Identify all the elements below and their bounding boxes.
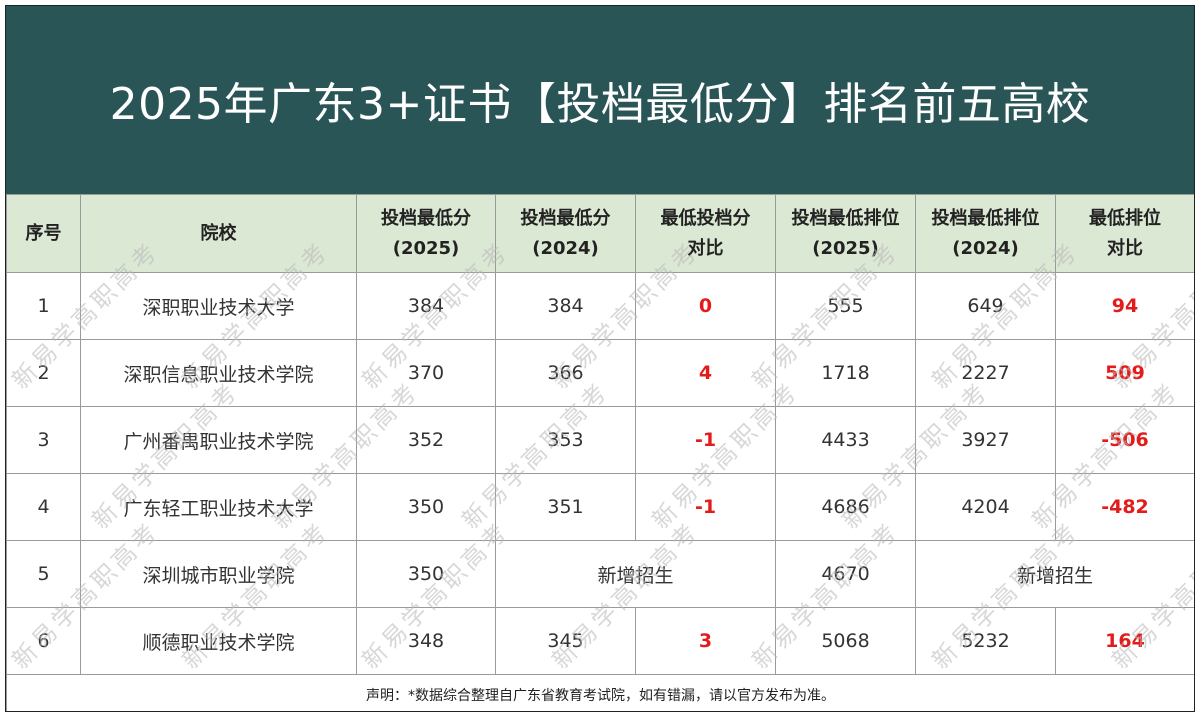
cell-rank-2024: 3927: [915, 406, 1056, 474]
page-title: 2025年广东3+证书【投档最低分】排名前五高校: [109, 79, 1091, 130]
cell-score-2024: 384: [495, 272, 636, 340]
cell-score-diff: 4: [635, 339, 776, 407]
cell-score-2025: 350: [356, 473, 496, 541]
cell-score-diff: 0: [635, 272, 776, 340]
cell-score-2024: 345: [495, 607, 636, 675]
cell-no: 6: [6, 607, 81, 675]
cell-no: 1: [6, 272, 81, 340]
cell-no: 5: [6, 540, 81, 608]
cell-rank-2025: 5068: [775, 607, 916, 675]
table-row: 3 广州番禺职业技术学院 352 353 -1 4433 3927 -506: [6, 406, 1194, 474]
table-row: 5 深圳城市职业学院 350 新增招生 4670 新增招生: [6, 540, 1194, 608]
cell-score-2025: 350: [356, 540, 496, 608]
cell-rank-2024: 2227: [915, 339, 1056, 407]
table-row: 6 顺德职业技术学院 348 345 3 5068 5232 164: [6, 607, 1194, 675]
table-row: 2 深职信息职业技术学院 370 366 4 1718 2227 509: [6, 339, 1194, 407]
cell-new-enrollment-rank: 新增招生: [915, 540, 1194, 608]
header-school: 院校: [80, 194, 357, 273]
title-banner: 2025年广东3+证书【投档最低分】排名前五高校: [6, 6, 1194, 194]
header-no: 序号: [6, 194, 81, 273]
cell-rank-diff: 509: [1055, 339, 1194, 407]
cell-no: 3: [6, 406, 81, 474]
cell-score-2025: 352: [356, 406, 496, 474]
cell-rank-2025: 4433: [775, 406, 916, 474]
footnote: 声明：*数据综合整理自广东省教育考试院，如有错漏，请以官方发布为准。: [6, 674, 1194, 711]
cell-school: 广东轻工职业技术大学: [80, 473, 357, 541]
header-score-2024: 投档最低分 (2024): [495, 194, 636, 273]
header-score-2025: 投档最低分 (2025): [356, 194, 496, 273]
cell-rank-2024: 5232: [915, 607, 1056, 675]
cell-rank-diff: -482: [1055, 473, 1194, 541]
cell-score-diff: -1: [635, 406, 776, 474]
cell-school: 深圳城市职业学院: [80, 540, 357, 608]
cell-school: 深职职业技术大学: [80, 272, 357, 340]
cell-rank-2024: 649: [915, 272, 1056, 340]
cell-score-2024: 351: [495, 473, 636, 541]
cell-rank-diff: 164: [1055, 607, 1194, 675]
table-row: 4 广东轻工职业技术大学 350 351 -1 4686 4204 -482: [6, 473, 1194, 541]
footnote-row: 声明：*数据综合整理自广东省教育考试院，如有错漏，请以官方发布为准。: [6, 674, 1194, 711]
header-row: 序号 院校 投档最低分 (2025) 投档最低分 (2024) 最低投档分 对比 投档…: [6, 194, 1194, 273]
header-score-diff: 最低投档分 对比: [635, 194, 776, 273]
cell-rank-2025: 1718: [775, 339, 916, 407]
cell-rank-diff: -506: [1055, 406, 1194, 474]
cell-rank-2025: 4670: [775, 540, 916, 608]
cell-new-enrollment-score: 新增招生: [495, 540, 776, 608]
cell-score-diff: -1: [635, 473, 776, 541]
cell-score-2024: 353: [495, 406, 636, 474]
header-rank-diff: 最低排位 对比: [1055, 194, 1194, 273]
cell-no: 4: [6, 473, 81, 541]
cell-rank-2025: 555: [775, 272, 916, 340]
cell-score-2025: 384: [356, 272, 496, 340]
cell-rank-2024: 4204: [915, 473, 1056, 541]
cell-school: 顺德职业技术学院: [80, 607, 357, 675]
table-row: 1 深职职业技术大学 384 384 0 555 649 94: [6, 272, 1194, 340]
cell-score-2024: 366: [495, 339, 636, 407]
cell-score-2025: 370: [356, 339, 496, 407]
header-rank-2025: 投档最低排位 (2025): [775, 194, 916, 273]
cell-school: 广州番禺职业技术学院: [80, 406, 357, 474]
cell-school: 深职信息职业技术学院: [80, 339, 357, 407]
cell-no: 2: [6, 339, 81, 407]
cell-score-2025: 348: [356, 607, 496, 675]
header-rank-2024: 投档最低排位 (2024): [915, 194, 1056, 273]
ranking-table: 序号 院校 投档最低分 (2025) 投档最低分 (2024) 最低投档分 对比 投档…: [6, 194, 1194, 711]
cell-score-diff: 3: [635, 607, 776, 675]
table-card: 2025年广东3+证书【投档最低分】排名前五高校 序号 院校 投档最低分 (202…: [5, 5, 1195, 712]
cell-rank-2025: 4686: [775, 473, 916, 541]
cell-rank-diff: 94: [1055, 272, 1194, 340]
